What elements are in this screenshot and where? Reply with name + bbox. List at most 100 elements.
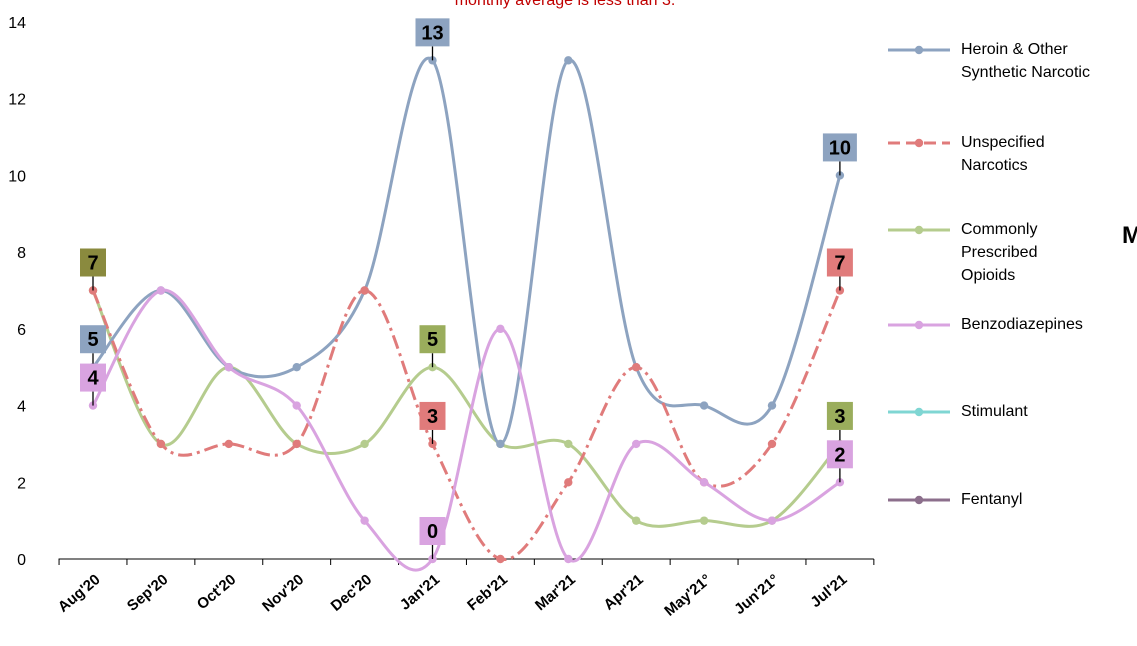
legend-label: Benzodiazepines	[961, 313, 1136, 336]
legend-label: Fentanyl	[961, 488, 1136, 511]
legend-swatch-marker	[914, 138, 924, 148]
legend-swatch-marker	[914, 225, 924, 235]
x-tick-label: May'21°	[661, 571, 714, 620]
data-point	[767, 401, 777, 410]
data-label: 10	[829, 137, 851, 159]
data-label-box	[419, 325, 446, 354]
data-point	[564, 439, 573, 449]
data-label: 5	[427, 329, 438, 351]
legend-swatch	[888, 45, 950, 55]
legend-item: Fentanyl	[886, 488, 1136, 548]
data-labels: 7 5 4 13 5 3 0 10 7 3 2	[80, 18, 857, 559]
data-label: 2	[834, 444, 845, 466]
legend-item: Unspecified Narcotics	[886, 131, 1136, 191]
legend-item: Stimulant	[886, 400, 1136, 460]
legend-swatch	[888, 138, 950, 148]
data-label: 4	[87, 368, 99, 390]
legend-label-line: Opioids	[961, 267, 1016, 284]
legend-swatch-marker	[914, 45, 924, 55]
data-label-box	[419, 517, 446, 545]
data-point	[699, 401, 709, 410]
data-point	[632, 439, 641, 449]
x-tick-label: Jan'21	[397, 571, 443, 614]
series-line	[91, 56, 842, 446]
legend-label-line: Unspecified	[961, 134, 1045, 151]
data-point	[292, 439, 301, 449]
data-label: 13	[421, 22, 443, 44]
data-point	[496, 324, 505, 334]
data-point	[632, 363, 641, 372]
y-tick-label: 12	[8, 92, 26, 109]
legend-label-line: Commonly	[961, 221, 1038, 238]
data-point	[156, 286, 166, 295]
data-label-box	[826, 401, 853, 430]
legend-label: Unspecified Narcotics	[961, 131, 1136, 177]
series-line	[91, 288, 841, 572]
data-label: 3	[834, 406, 845, 428]
data-point	[632, 516, 641, 525]
data-point	[564, 478, 573, 487]
legend-item: Heroin & Other Synthetic Narcotic	[886, 38, 1136, 98]
chart-note: monthly average is less than 3.	[454, 0, 676, 9]
data-label-box	[822, 133, 857, 162]
data-label: 0	[427, 521, 438, 543]
y-tick-label: 14	[8, 15, 26, 32]
data-point	[564, 56, 573, 65]
data-label-box	[826, 440, 853, 469]
data-point	[360, 286, 369, 295]
y-tick-label: 6	[17, 322, 26, 339]
x-tick-label: Apr'21	[601, 571, 647, 614]
y-tick-label: 0	[17, 552, 26, 569]
legend-label-line: Synthetic Narcotic	[961, 64, 1090, 81]
legend-swatch-marker	[914, 495, 924, 505]
data-point	[564, 554, 573, 564]
cut-off-heading: M	[1122, 222, 1137, 249]
x-tick-label: Dec'20	[328, 571, 376, 615]
data-label: 5	[87, 329, 98, 351]
data-label-box	[415, 18, 450, 47]
legend-item: Commonly Prescribed Opioids	[886, 218, 1136, 284]
data-label-box	[419, 401, 446, 430]
legend-swatch	[888, 225, 950, 235]
data-label: 7	[87, 253, 98, 275]
data-point	[292, 401, 301, 410]
legend-label-line: Stimulant	[961, 403, 1028, 420]
data-point	[496, 439, 505, 449]
legend-item: Benzodiazepines	[886, 313, 1136, 373]
data-label: 7	[834, 253, 845, 275]
data-label-box	[80, 325, 106, 354]
legend-swatch	[888, 495, 950, 505]
legend-label-line: Heroin & Other	[961, 41, 1068, 58]
x-tick-label: Feb'21	[464, 571, 511, 614]
data-point	[360, 516, 369, 525]
legend-swatch	[888, 407, 950, 417]
data-point	[224, 439, 233, 449]
legend-label-line: Prescribed	[961, 244, 1038, 261]
data-point	[224, 363, 233, 372]
x-tick-label: Oct'20	[194, 571, 240, 613]
legend-label: Stimulant	[961, 400, 1136, 423]
legend-swatch-marker	[914, 407, 924, 417]
series-line	[91, 289, 842, 528]
data-point	[699, 516, 709, 525]
x-tick-label: Jul'21	[807, 571, 850, 611]
legend-label-line: Narcotics	[961, 157, 1028, 174]
y-tick-label: 4	[17, 399, 26, 416]
data-label-box	[80, 363, 106, 392]
data-label: 3	[427, 406, 438, 428]
y-tick-label: 10	[8, 168, 26, 185]
data-point	[292, 363, 301, 372]
legend-label: Commonly Prescribed Opioids	[961, 218, 1136, 287]
x-tick-label: Nov'20	[259, 571, 307, 615]
legend-label-line: Benzodiazepines	[961, 316, 1083, 333]
data-point	[767, 439, 777, 449]
data-label-box	[826, 248, 853, 277]
series-points	[88, 56, 845, 564]
data-point	[156, 439, 166, 449]
data-point	[699, 478, 709, 487]
x-tick-label: Jun'21°	[731, 571, 782, 618]
legend-label-line: Fentanyl	[961, 491, 1023, 508]
y-tick-label: 8	[17, 245, 26, 262]
series-lines	[91, 56, 842, 572]
